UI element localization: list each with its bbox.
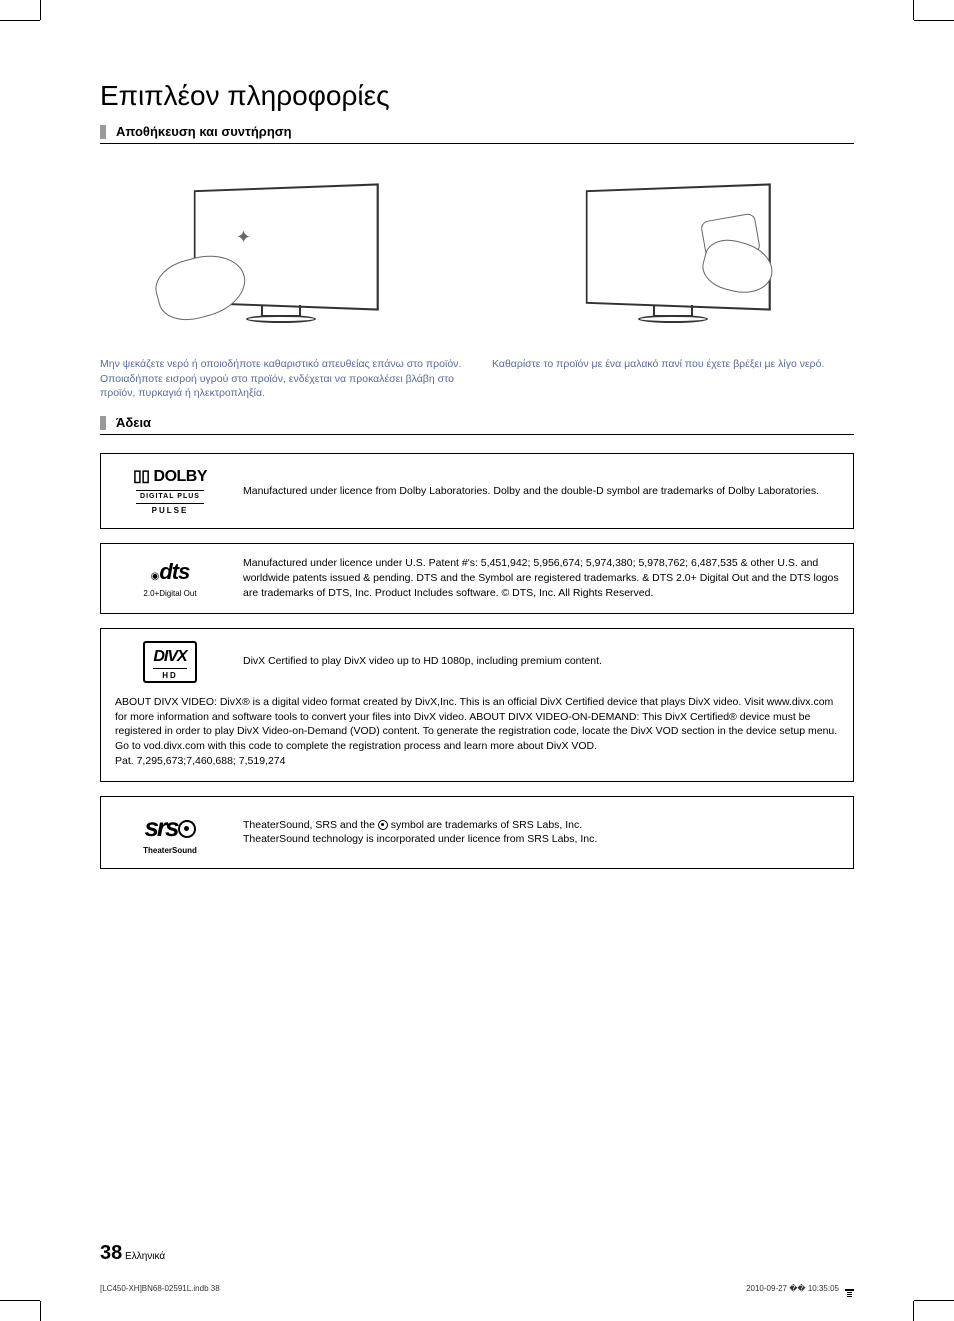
section-bar-icon <box>100 416 106 430</box>
srs-text-1a: TheaterSound, SRS and the <box>243 819 378 831</box>
illustration-cloth <box>492 174 854 339</box>
dolby-logo: DOLBY DIGITAL PLUS PULSE <box>115 466 225 516</box>
illustration-spray: ✦ <box>100 174 462 339</box>
section-header-license: Άδεια <box>100 415 854 435</box>
license-box-dolby: DOLBY DIGITAL PLUS PULSE Manufactured un… <box>100 453 854 529</box>
dts-logo: ◉dts 2.0+Digital Out <box>115 557 225 599</box>
caption-right: Καθαρίστε το προϊόν με ένα μαλακό πανί π… <box>492 357 854 372</box>
divx-license-text: DivX Certified to play DivX video up to … <box>243 654 839 669</box>
page-number-value: 38 <box>100 1242 122 1264</box>
dolby-logo-text: DOLBY <box>115 466 225 488</box>
footer-left: [LC450-XH]BN68-02591L.indb 38 <box>100 1284 220 1293</box>
footer-right: 2010-09-27 �� 10:35:05 <box>746 1284 839 1293</box>
dts-logo-text: dts <box>159 559 189 584</box>
srs-symbol-icon <box>378 820 388 830</box>
section-title: Αποθήκευση και συντήρηση <box>116 124 292 139</box>
divx-about-text: ABOUT DIVX VIDEO: DivX® is a digital vid… <box>115 695 839 768</box>
page-language: Ελληνικά <box>125 1251 165 1262</box>
caption-left: Μην ψεκάζετε νερό ή οποιοδήποτε καθαριστ… <box>100 357 462 401</box>
section-title: Άδεια <box>116 415 151 430</box>
license-box-srs: srs TheaterSound TheaterSound, SRS and t… <box>100 796 854 870</box>
dolby-logo-sub: DIGITAL PLUS <box>136 490 204 504</box>
srs-logo-sub: TheaterSound <box>115 845 225 856</box>
srs-logo: srs TheaterSound <box>115 809 225 857</box>
figure-right: Καθαρίστε το προϊόν με ένα μαλακό πανί π… <box>492 174 854 401</box>
srs-circle-icon <box>178 820 196 838</box>
page-heading: Επιπλέον πληροφορίες <box>100 80 854 112</box>
dolby-license-text: Manufactured under licence from Dolby La… <box>243 484 839 499</box>
srs-text-1b: symbol are trademarks of SRS Labs, Inc. <box>388 819 582 831</box>
footer: [LC450-XH]BN68-02591L.indb 38 2010-09-27… <box>100 1284 854 1293</box>
srs-logo-text: srs <box>144 812 177 842</box>
license-box-dts: ◉dts 2.0+Digital Out Manufactured under … <box>100 543 854 613</box>
divx-logo-sub: HD <box>153 668 186 681</box>
dts-license-text: Manufactured under licence under U.S. Pa… <box>243 556 839 600</box>
divx-logo-text: DIVX <box>153 646 186 668</box>
section-header-storage: Αποθήκευση και συντήρηση <box>100 124 854 144</box>
license-box-divx: DIVX HD DivX Certified to play DivX vide… <box>100 628 854 782</box>
figure-row: ✦ Μην ψεκάζετε νερό ή οποιοδήποτε καθαρι… <box>100 174 854 401</box>
page-number: 38 Ελληνικά <box>100 1242 165 1265</box>
figure-left: ✦ Μην ψεκάζετε νερό ή οποιοδήποτε καθαρι… <box>100 174 462 401</box>
dolby-logo-pulse: PULSE <box>115 505 225 516</box>
section-bar-icon <box>100 125 106 139</box>
dts-logo-sub: 2.0+Digital Out <box>115 588 225 599</box>
registration-icon <box>845 1289 854 1291</box>
srs-license-text: TheaterSound, SRS and the symbol are tra… <box>243 818 839 847</box>
srs-text-2: TheaterSound technology is incorporated … <box>243 833 597 845</box>
divx-logo: DIVX HD <box>115 641 225 684</box>
